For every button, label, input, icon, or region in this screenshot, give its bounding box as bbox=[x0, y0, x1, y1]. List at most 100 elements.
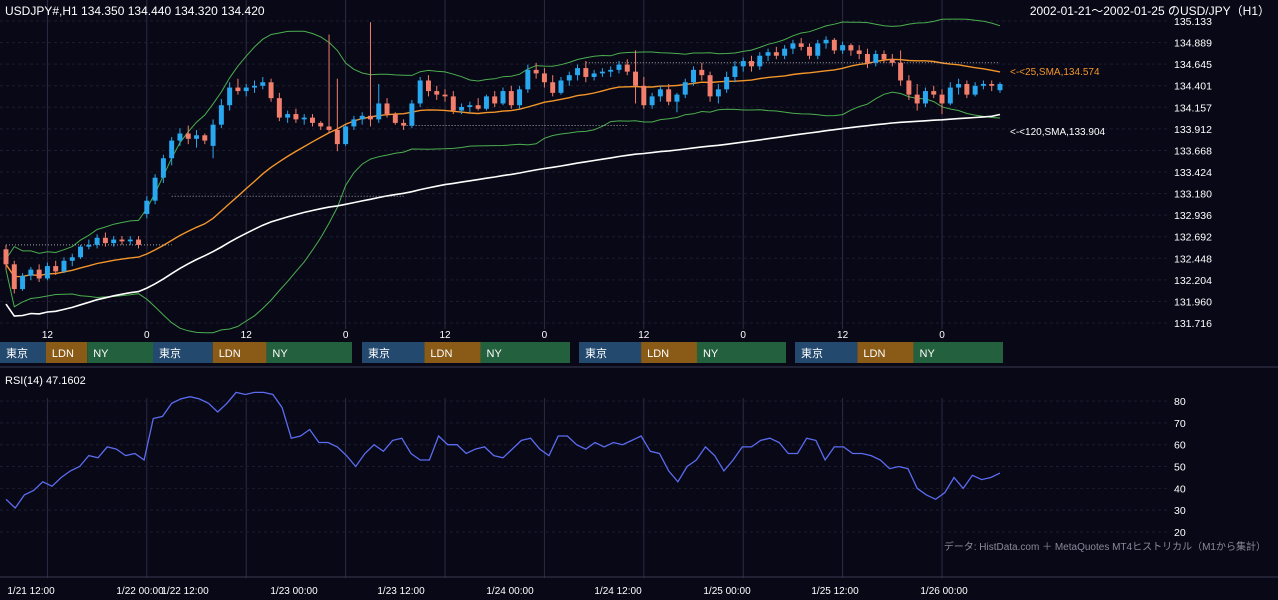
rsi-tick-label: 70 bbox=[1174, 418, 1186, 430]
candle-body bbox=[276, 98, 282, 118]
candle-body bbox=[533, 69, 539, 74]
hour-tick-label: 12 bbox=[638, 330, 650, 341]
date-tick-label: 1/25 00:00 bbox=[703, 586, 751, 597]
session-segment bbox=[696, 342, 786, 363]
candle-body bbox=[616, 64, 622, 70]
candle-body bbox=[914, 94, 920, 104]
candle-body bbox=[525, 69, 531, 90]
candle-body bbox=[856, 50, 862, 54]
candle-body bbox=[649, 96, 655, 106]
price-tick-label: 132.204 bbox=[1174, 275, 1212, 287]
candle-body bbox=[575, 68, 581, 76]
candle-body bbox=[980, 84, 986, 86]
candle-body bbox=[376, 103, 382, 120]
candlestick-series bbox=[3, 22, 1003, 294]
hour-tick-label: 0 bbox=[542, 330, 548, 341]
date-tick-label: 1/26 00:00 bbox=[920, 586, 968, 597]
candle-body bbox=[757, 55, 763, 67]
candle-body bbox=[782, 48, 788, 56]
price-tick-label: 134.889 bbox=[1174, 38, 1212, 50]
candle-body bbox=[28, 269, 34, 276]
candle-body bbox=[964, 84, 970, 95]
session-segment bbox=[212, 342, 267, 363]
session-label: LDN bbox=[863, 348, 885, 360]
date-axis: 1/21 12:00 1/22 00:001/22 12:00 1/23 00:00… bbox=[7, 586, 968, 597]
symbol-info: USDJPY#,H1 134.350 134.440 134.320 134.4… bbox=[5, 4, 265, 18]
session-segment bbox=[87, 342, 153, 363]
candle-body bbox=[3, 249, 9, 265]
candle-body bbox=[475, 105, 481, 109]
candle-body bbox=[69, 257, 75, 261]
candle-body bbox=[715, 89, 721, 97]
session-label: 東京 bbox=[585, 346, 607, 360]
candle-body bbox=[160, 158, 166, 178]
candle-body bbox=[939, 94, 945, 104]
rsi-tick-label: 40 bbox=[1174, 483, 1186, 495]
candle-body bbox=[765, 52, 771, 56]
date-tick-label: 1/22 00:00 bbox=[116, 586, 164, 597]
session-divider-lines bbox=[46, 0, 943, 578]
price-tick-label: 132.936 bbox=[1174, 210, 1212, 222]
candle-body bbox=[301, 117, 307, 120]
session-segment bbox=[641, 342, 697, 363]
rsi-tick-label: 80 bbox=[1174, 396, 1186, 408]
candle-body bbox=[102, 237, 108, 244]
session-label: 東京 bbox=[159, 346, 181, 360]
candle-body bbox=[740, 61, 746, 67]
candle-body bbox=[947, 87, 953, 104]
range-title: 2002-01-21～2002-01-25 のUSD/JPY（H1） bbox=[1030, 4, 1270, 18]
candle-body bbox=[144, 200, 150, 214]
session-label: LDN bbox=[52, 348, 74, 360]
session-label: LDN bbox=[430, 348, 452, 360]
candle-body bbox=[873, 53, 879, 63]
session-segment bbox=[362, 342, 425, 363]
candle-body bbox=[749, 61, 754, 67]
candle-body bbox=[997, 84, 1003, 91]
candle-body bbox=[127, 239, 133, 242]
candle-body bbox=[351, 119, 357, 127]
price-tick-label: 133.180 bbox=[1174, 189, 1212, 201]
candle-body bbox=[699, 69, 705, 76]
candle-body bbox=[334, 129, 340, 145]
session-label: NY bbox=[272, 348, 288, 360]
candle-body bbox=[326, 126, 332, 130]
candle-body bbox=[367, 115, 373, 120]
candle-body bbox=[881, 53, 887, 60]
session-segment bbox=[424, 342, 481, 363]
date-tick-label: 1/21 12:00 bbox=[7, 586, 55, 597]
candle-body bbox=[508, 91, 514, 106]
session-segment bbox=[857, 342, 914, 363]
sma25-line-group bbox=[5, 58, 1001, 278]
price-tick-label: 131.716 bbox=[1174, 318, 1212, 330]
candle-body bbox=[831, 39, 837, 51]
sma25-label: <-<25,SMA,134.574 bbox=[1010, 67, 1100, 78]
bollinger-lower-line bbox=[5, 91, 1001, 334]
price-tick-label: 132.692 bbox=[1174, 232, 1212, 244]
candle-body bbox=[790, 43, 796, 49]
candle-body bbox=[177, 133, 183, 141]
price-tick-label: 133.424 bbox=[1174, 167, 1212, 179]
rsi-line bbox=[5, 391, 1001, 509]
candle-body bbox=[459, 106, 465, 111]
price-tick-label: 134.157 bbox=[1174, 102, 1212, 114]
candle-body bbox=[210, 124, 216, 146]
candle-body bbox=[260, 82, 266, 86]
candle-body bbox=[806, 46, 812, 56]
date-tick-label: 1/22 12:00 bbox=[161, 586, 209, 597]
session-bar: 東京 LDN NY 東京 LDN NY 東京 LDN NY 東京 LDN NY 東京 LDN NY bbox=[0, 342, 1003, 363]
rsi-label: RSI(14) 47.1602 bbox=[5, 375, 86, 387]
sma25-line bbox=[5, 58, 1001, 278]
candle-body bbox=[243, 87, 249, 92]
candle-body bbox=[989, 84, 995, 86]
candle-body bbox=[922, 91, 928, 104]
price-tick-label: 133.668 bbox=[1174, 145, 1212, 157]
footer-note: データ: HistData.com ＋ MetaQuotes MT4ヒストリカル… bbox=[944, 540, 1266, 553]
session-segment bbox=[795, 342, 858, 363]
candle-body bbox=[152, 177, 158, 201]
candle-body bbox=[417, 80, 423, 104]
candle-body bbox=[20, 275, 26, 290]
price-tick-label: 131.960 bbox=[1174, 296, 1212, 308]
price-tick-label: 132.448 bbox=[1174, 253, 1212, 265]
candle-body bbox=[500, 91, 506, 104]
